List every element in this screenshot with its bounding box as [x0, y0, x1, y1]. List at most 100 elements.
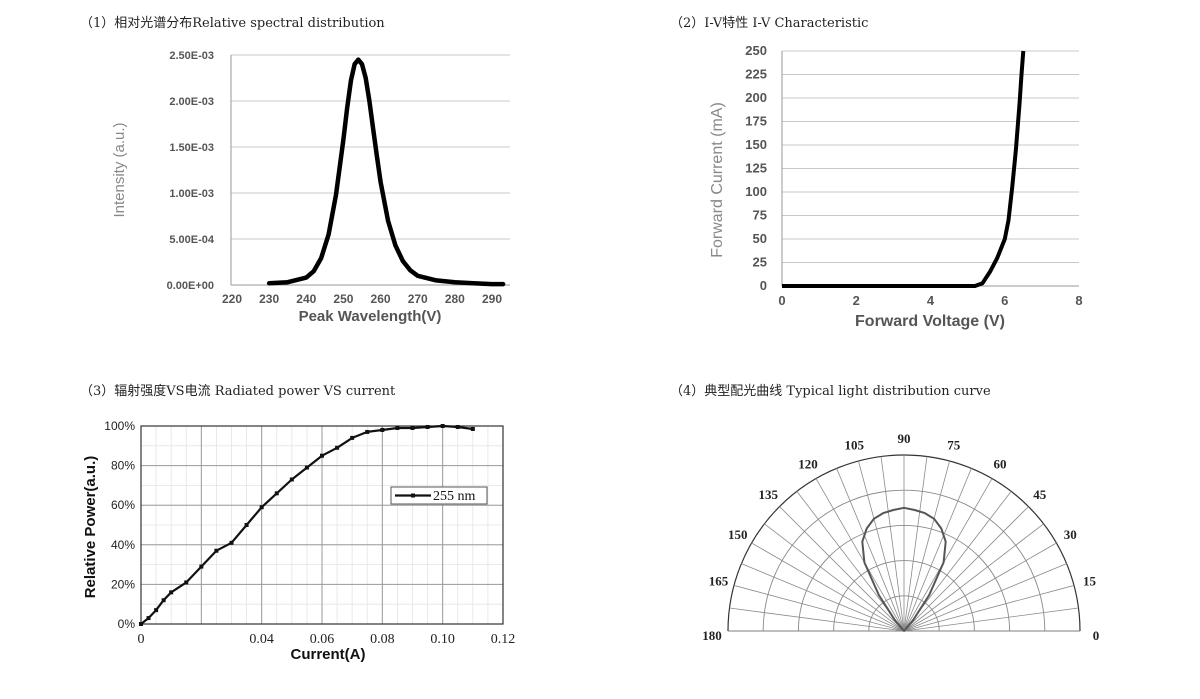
chart-title-polar: （4）典型配光曲线 Typical light distribution cur… — [670, 384, 991, 399]
polar-curve — [861, 506, 947, 632]
spectral-y-tick-label: 5.00E-04 — [169, 234, 215, 246]
polar-spoke — [815, 478, 905, 632]
iv-y-tick-label: 125 — [745, 161, 767, 176]
power-data-point — [380, 427, 385, 432]
power-x-axis-label: Current(A) — [291, 646, 366, 663]
power-data-point — [425, 424, 430, 429]
spectral-curve — [266, 57, 506, 287]
spectral-x-tick-label: 280 — [445, 292, 465, 306]
power-data-point — [259, 505, 264, 510]
polar-spoke — [903, 456, 928, 632]
spectral-x-tick-label: 290 — [482, 292, 502, 306]
power-y-axis-label: Relative Power(a.u.) — [82, 456, 99, 599]
power-data-point — [440, 424, 445, 428]
power-x-tick-label: 0.06 — [310, 632, 335, 647]
polar-spoke — [733, 585, 905, 632]
polar-angle-label: 165 — [709, 573, 729, 588]
iv-y-tick-label: 250 — [745, 43, 767, 58]
power-data-point — [154, 608, 159, 613]
power-data-point — [274, 491, 279, 496]
power-data-point — [470, 426, 475, 431]
polar-spoke — [729, 607, 905, 632]
polar-spoke — [903, 460, 950, 632]
chart-title-iv: （2）I-V特性 I-V Characteristic — [670, 16, 869, 31]
iv-y-tick-label: 225 — [745, 67, 767, 82]
spectral-x-tick-label: 220 — [222, 292, 242, 306]
spectral-x-tick-label: 260 — [371, 292, 391, 306]
power-data-point — [146, 616, 151, 621]
power-data-point — [410, 425, 415, 430]
polar-spoke — [903, 585, 1075, 632]
spectral-x-tick-label: 230 — [259, 292, 279, 306]
power-x-tick-label: 0.04 — [249, 632, 274, 647]
polar-angle-label: 120 — [798, 457, 818, 472]
iv-y-tick-label: 100 — [745, 184, 767, 199]
power-data-point — [304, 465, 309, 470]
polar-spoke — [751, 542, 905, 632]
power-data-point — [365, 429, 370, 434]
polar-spoke — [779, 506, 905, 632]
power-data-point — [455, 424, 460, 429]
power-data-point — [350, 435, 355, 440]
iv-y-tick-label: 25 — [753, 255, 767, 270]
iv-y-tick-label: 150 — [745, 137, 767, 152]
iv-y-tick-label: 0 — [760, 278, 767, 293]
spectral-y-tick-label: 0.00E+00 — [167, 280, 214, 292]
power-legend-label: 255 nm — [433, 489, 476, 504]
iv-x-tick-label: 6 — [1001, 293, 1008, 308]
polar-angle-label: 75 — [947, 438, 961, 453]
polar-spoke — [903, 607, 1079, 632]
iv-x-axis-label: Forward Voltage (V) — [855, 313, 1005, 330]
power-y-tick-label: 60% — [111, 498, 135, 512]
spectral-y-tick-label: 2.50E-03 — [169, 50, 214, 62]
polar-angle-label: 15 — [1083, 573, 1097, 588]
spectral-x-tick-label: 270 — [408, 292, 428, 306]
polar-angle-label: 135 — [758, 487, 778, 502]
power-plot-frame — [140, 425, 504, 625]
polar-angle-label: 105 — [845, 438, 865, 453]
polar-angle-label: 180 — [702, 628, 722, 643]
power-y-tick-label: 80% — [111, 459, 135, 473]
spectral-y-tick-label: 2.00E-03 — [169, 96, 214, 108]
polar-angle-label: 30 — [1064, 527, 1077, 542]
iv-x-tick-label: 4 — [927, 293, 935, 308]
polar-spoke — [858, 460, 905, 632]
chart-title-spectral: （1）相对光谱分布Relative spectral distribution — [80, 16, 385, 31]
power-legend-box — [390, 486, 488, 505]
polar-angle-label: 45 — [1033, 487, 1047, 502]
polar-spoke — [903, 478, 993, 632]
polar-spoke — [836, 468, 905, 632]
polar-angle-label: 0 — [1093, 628, 1100, 643]
polar-spoke — [903, 506, 1029, 632]
chart-title-power: （3）辐射强度VS电流 Radiated power VS current — [80, 384, 396, 399]
power-data-point — [244, 523, 249, 527]
power-y-tick-label: 0% — [118, 617, 136, 631]
power-data-point — [214, 548, 219, 553]
iv-x-tick-label: 2 — [853, 293, 860, 308]
spectral-y-tick-label: 1.50E-03 — [169, 142, 214, 154]
power-y-tick-label: 40% — [111, 538, 135, 552]
polar-spoke — [741, 563, 905, 632]
iv-y-tick-label: 200 — [745, 90, 767, 105]
polar-spoke — [903, 563, 1067, 632]
iv-x-tick-label: 0 — [778, 293, 785, 308]
power-legend-marker — [411, 493, 415, 498]
power-x-tick-label: 0.10 — [430, 632, 455, 647]
polar-spoke — [903, 523, 1044, 632]
polar-spoke — [903, 542, 1057, 632]
polar-angle-label: 90 — [898, 431, 911, 446]
power-data-point — [229, 540, 234, 545]
power-data-point — [335, 445, 340, 450]
power-data-point — [169, 590, 174, 595]
power-data-point — [395, 425, 400, 430]
iv-curve — [782, 50, 1026, 288]
spectral-y-tick-label: 1.00E-03 — [169, 188, 214, 200]
power-data-point — [199, 564, 204, 569]
power-data-point — [161, 598, 166, 603]
power-y-tick-label: 20% — [111, 577, 135, 591]
spectral-x-tick-label: 250 — [333, 292, 353, 306]
power-data-point — [320, 453, 324, 458]
power-x-tick-label: 0.08 — [370, 632, 395, 647]
polar-spoke — [764, 523, 905, 632]
